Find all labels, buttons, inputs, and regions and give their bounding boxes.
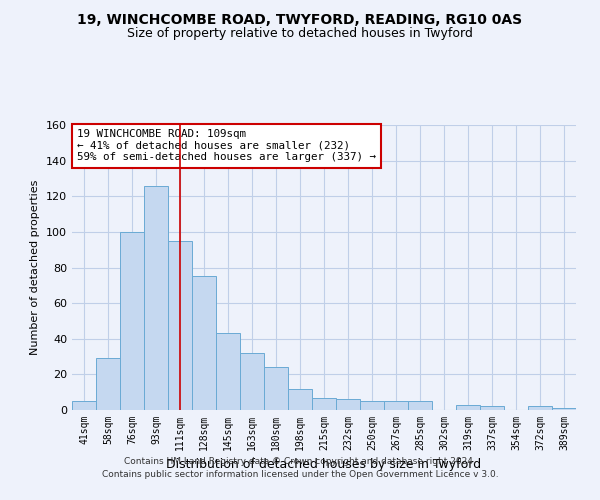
- Bar: [240, 353, 264, 410]
- Bar: [192, 276, 216, 410]
- Bar: [480, 406, 504, 410]
- Bar: [96, 358, 120, 410]
- Bar: [144, 186, 168, 410]
- Bar: [120, 232, 144, 410]
- Bar: [264, 367, 288, 410]
- Bar: [552, 408, 576, 410]
- Bar: [336, 400, 360, 410]
- Bar: [216, 334, 240, 410]
- Bar: [456, 404, 480, 410]
- Text: Contains HM Land Registry data © Crown copyright and database right 2024.: Contains HM Land Registry data © Crown c…: [124, 458, 476, 466]
- Y-axis label: Number of detached properties: Number of detached properties: [31, 180, 40, 355]
- Bar: [384, 401, 408, 410]
- Text: Contains public sector information licensed under the Open Government Licence v : Contains public sector information licen…: [101, 470, 499, 479]
- Bar: [168, 241, 192, 410]
- Text: 19, WINCHCOMBE ROAD, TWYFORD, READING, RG10 0AS: 19, WINCHCOMBE ROAD, TWYFORD, READING, R…: [77, 12, 523, 26]
- Bar: [360, 401, 384, 410]
- Bar: [408, 401, 432, 410]
- Bar: [528, 406, 552, 410]
- Bar: [288, 388, 312, 410]
- Bar: [312, 398, 336, 410]
- Text: 19 WINCHCOMBE ROAD: 109sqm
← 41% of detached houses are smaller (232)
59% of sem: 19 WINCHCOMBE ROAD: 109sqm ← 41% of deta…: [77, 130, 376, 162]
- X-axis label: Distribution of detached houses by size in Twyford: Distribution of detached houses by size …: [166, 458, 482, 471]
- Bar: [72, 401, 96, 410]
- Text: Size of property relative to detached houses in Twyford: Size of property relative to detached ho…: [127, 28, 473, 40]
